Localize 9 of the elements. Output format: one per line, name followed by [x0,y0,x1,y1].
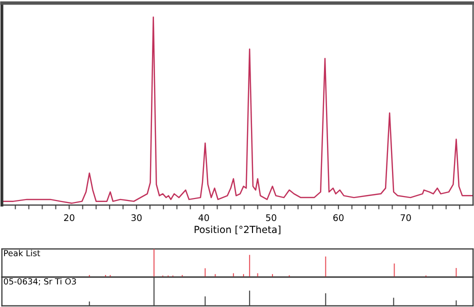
x-tick-label: 20 [64,214,74,222]
x-tick-label: 40 [198,214,209,222]
x-tick-label: 50 [266,214,276,222]
chart-title: Peak List [4,250,40,256]
x-axis-title: Position [°2Theta] [194,226,280,234]
x-tick-label: 60 [333,214,344,222]
x-tick-label: 30 [131,214,142,222]
x-tick-label: 70 [400,214,411,222]
chart-title: 05-0634; Sr Ti O3 [4,278,76,286]
